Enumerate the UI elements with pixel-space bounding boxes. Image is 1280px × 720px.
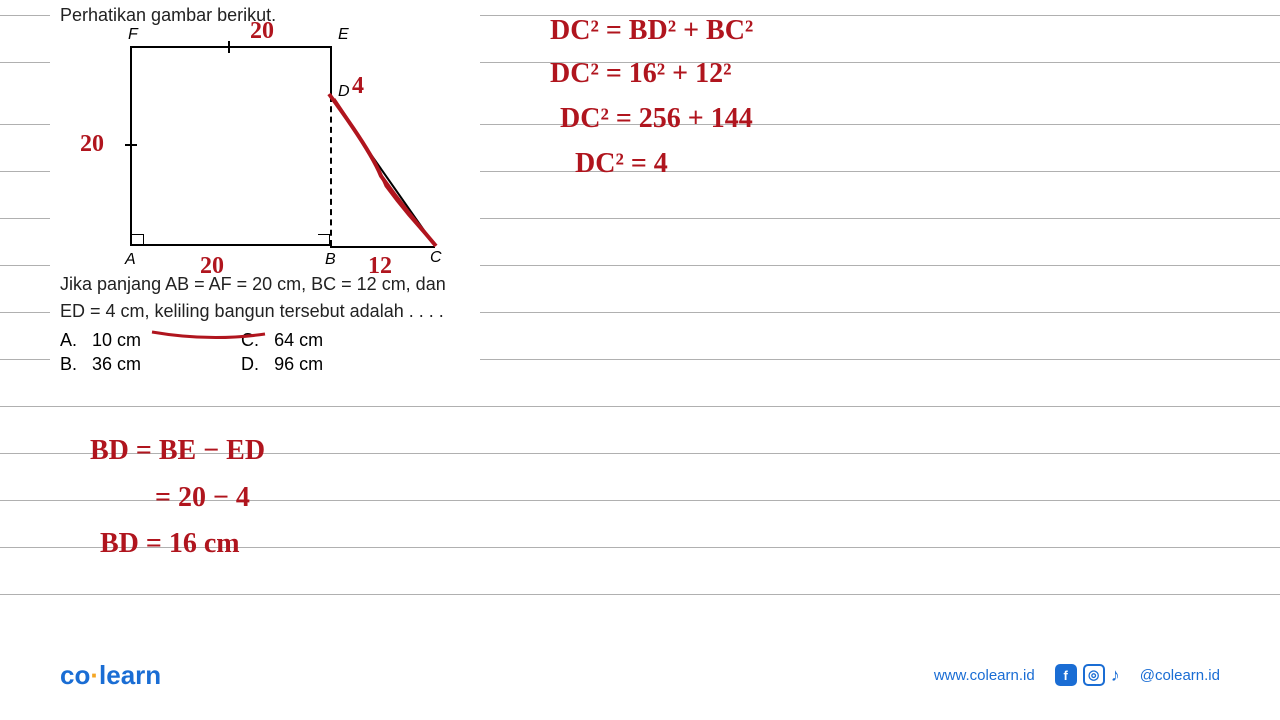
red-hypotenuse-highlight <box>326 91 456 256</box>
problem-text-line2: ED = 4 cm, keliling bangun tersebut adal… <box>60 298 470 325</box>
tick-mark-top <box>228 41 230 53</box>
logo-learn: learn <box>99 660 161 690</box>
logo-dot-icon: · <box>90 660 99 690</box>
footer-url: www.colearn.id <box>934 667 1035 684</box>
vertex-f: F <box>128 26 138 44</box>
red-label-d-4: 4 <box>352 73 364 100</box>
problem-container: Perhatikan gambar berikut. F E D A B C 2… <box>50 0 480 395</box>
colearn-logo: co·learn <box>60 660 161 691</box>
problem-text-line1: Jika panjang AB = AF = 20 cm, BC = 12 cm… <box>60 271 470 298</box>
geometry-diagram: F E D A B C 20 20 20 12 4 <box>90 31 440 261</box>
square-outline <box>130 46 330 246</box>
work-bd-line3: BD = 16 cm <box>100 528 240 560</box>
tick-mark-left <box>125 144 137 146</box>
logo-co: co <box>60 660 90 690</box>
option-a: A. 10 cm <box>60 330 141 351</box>
red-label-left-20: 20 <box>80 131 104 158</box>
line-ed <box>330 46 332 96</box>
red-underline-keliling <box>150 330 270 345</box>
red-label-top-20: 20 <box>250 18 274 45</box>
red-label-bottom-12: 12 <box>368 253 392 280</box>
footer-right: www.colearn.id f ◎ ♪ @colearn.id <box>934 664 1220 686</box>
option-d: D. 96 cm <box>241 354 323 375</box>
footer: co·learn www.colearn.id f ◎ ♪ @colearn.i… <box>0 650 1280 700</box>
work-bd-line1: BD = BE − ED <box>90 435 265 467</box>
red-label-bottom-20: 20 <box>200 253 224 280</box>
right-angle-a-icon <box>132 234 144 246</box>
social-icons: f ◎ ♪ <box>1055 664 1120 686</box>
vertex-e: E <box>338 26 349 44</box>
footer-handle: @colearn.id <box>1140 667 1220 684</box>
facebook-icon: f <box>1055 664 1077 686</box>
work-dc-line2: DC² = 16² + 12² <box>550 58 732 90</box>
problem-text: Jika panjang AB = AF = 20 cm, BC = 12 cm… <box>60 271 470 325</box>
work-dc-line3: DC² = 256 + 144 <box>560 103 753 135</box>
work-dc-line4: DC² = 4 <box>575 148 668 180</box>
instagram-icon: ◎ <box>1083 664 1105 686</box>
tiktok-icon: ♪ <box>1111 665 1120 686</box>
option-b: B. 36 cm <box>60 354 141 375</box>
work-dc-line1: DC² = BD² + BC² <box>550 15 753 47</box>
work-bd-line2: = 20 − 4 <box>155 482 250 514</box>
vertex-a: A <box>125 251 136 269</box>
